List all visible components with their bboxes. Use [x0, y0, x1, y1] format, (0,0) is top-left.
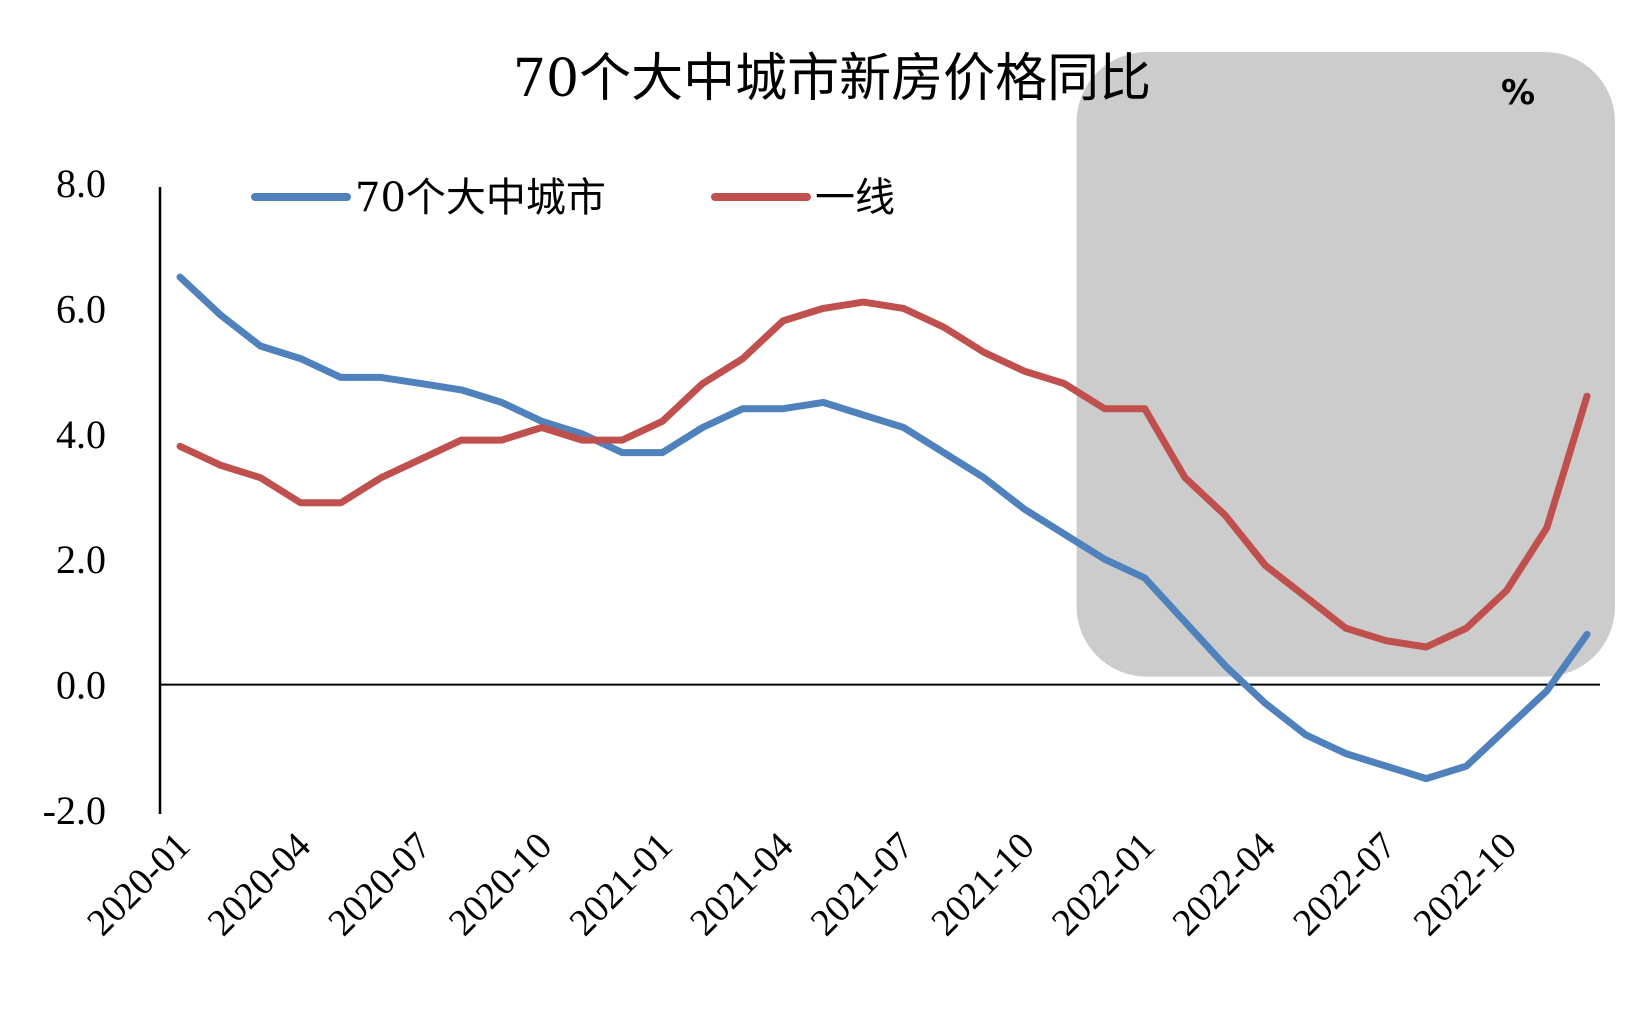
axes	[158, 187, 1600, 814]
y-tick-label: 6.0	[56, 286, 106, 331]
x-tick-label: 2020-10	[441, 825, 560, 944]
chart-title: 70个大中城市新房价格同比	[513, 49, 1151, 109]
unit-label: %	[1501, 73, 1535, 113]
x-tick-label: 2022-10	[1406, 825, 1525, 944]
y-tick-label: 2.0	[56, 537, 106, 582]
x-tick-label: 2021-07	[803, 825, 922, 944]
x-tick-label: 2020-04	[200, 825, 319, 944]
highlight-region	[1076, 52, 1615, 677]
x-tick-label: 2020-07	[320, 825, 439, 944]
x-tick-label: 2022-07	[1285, 825, 1404, 944]
legend-label-1: 70个大中城市	[355, 175, 606, 221]
x-tick-label: 2021-10	[923, 825, 1042, 944]
series-lines	[176, 273, 1591, 783]
x-tick-label: 2022-01	[1044, 825, 1163, 944]
series-line-1	[176, 273, 1591, 783]
y-tick-label: 4.0	[56, 412, 106, 457]
y-tick-label: 8.0	[56, 161, 106, 206]
x-tick-label: 2020-01	[79, 825, 198, 944]
x-tick-label: 2021-01	[562, 825, 681, 944]
y-tick-label: -2.0	[43, 788, 106, 833]
x-tick-label: 2021-04	[682, 825, 801, 944]
series-line-2	[176, 298, 1591, 651]
legend: 70个大中城市 一线	[251, 175, 895, 221]
y-tick-label: 0.0	[56, 663, 106, 708]
y-ticks: 8.0 6.0 4.0 2.0 0.0 -2.0	[43, 161, 106, 833]
legend-label-2: 一线	[815, 175, 895, 221]
x-tick-label: 2022-04	[1165, 825, 1284, 944]
x-ticks: 2020-01 2020-04 2020-07 2020-10 2021-01 2021-…	[79, 825, 1525, 944]
